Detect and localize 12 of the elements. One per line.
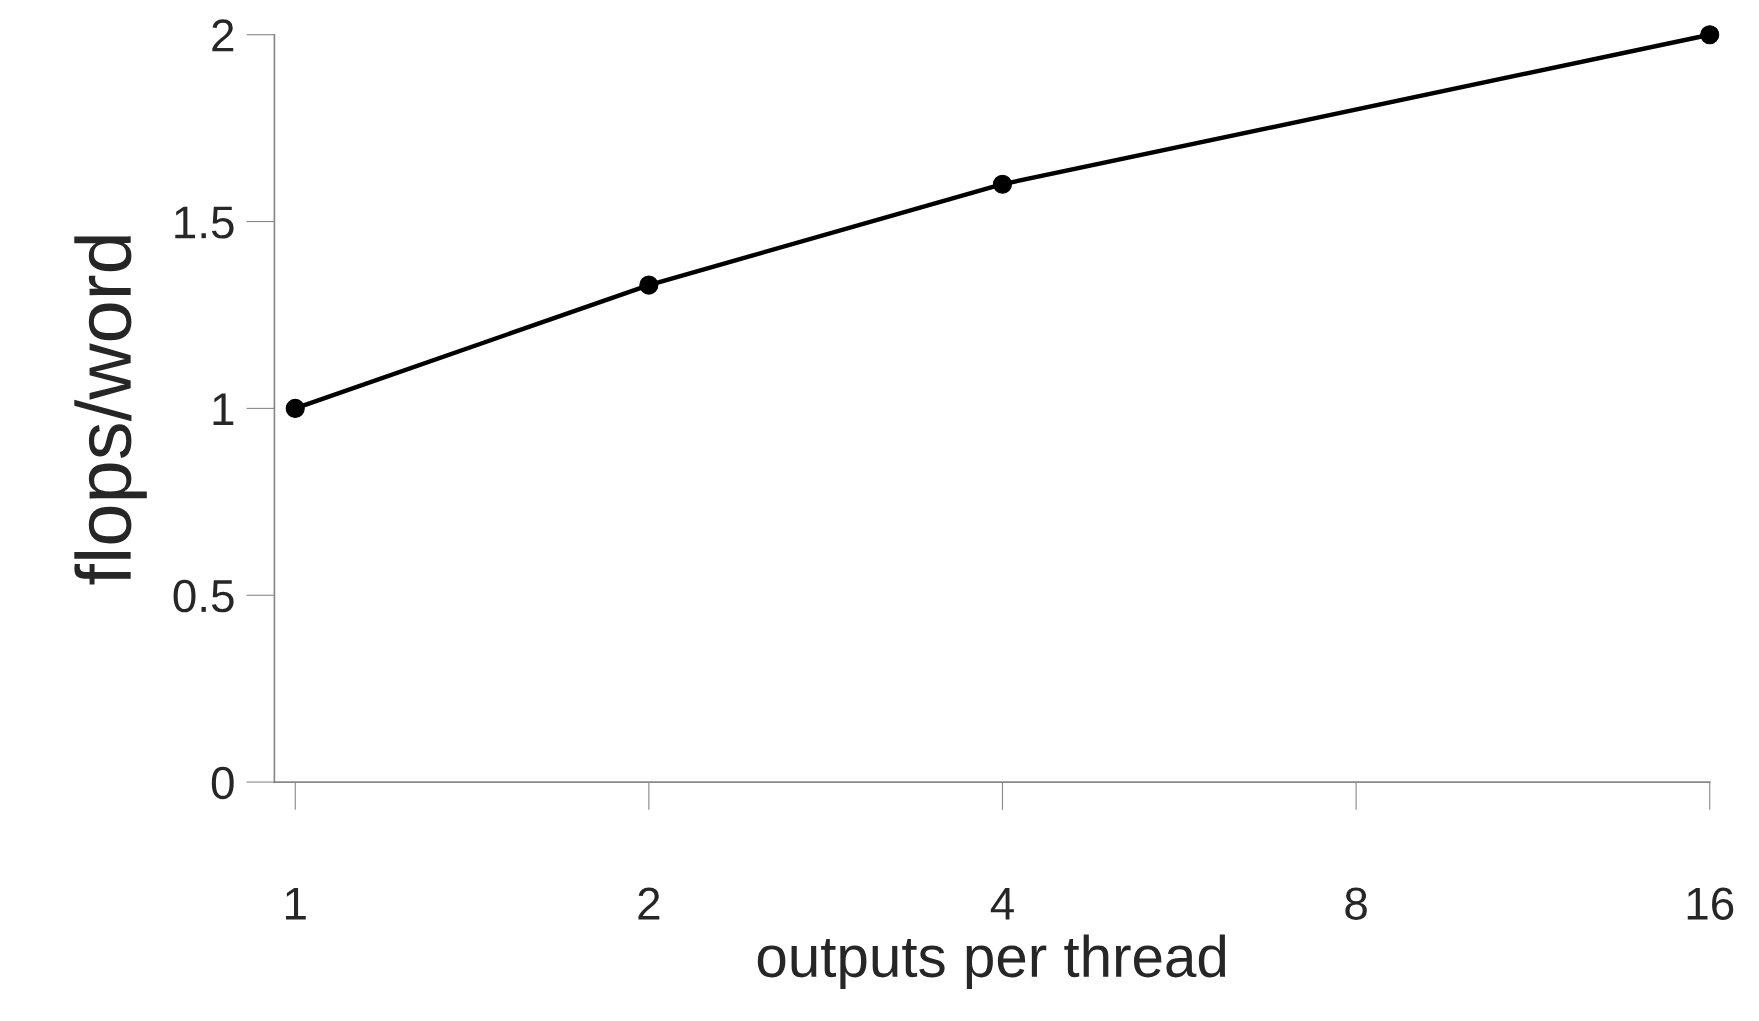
- x-tick-label: 2: [638, 887, 660, 920]
- x-tick-label: 16: [1687, 887, 1734, 920]
- y-tick-label: 1.5: [175, 206, 234, 239]
- y-axis-title: flops/word: [74, 236, 147, 585]
- x-axis-title: outputs per thread: [757, 934, 1226, 989]
- x-tick-label: 1: [285, 887, 306, 920]
- x-tick-label: 8: [1345, 887, 1367, 920]
- y-tick-label: 1: [213, 393, 234, 426]
- x-tick-label: 4: [990, 887, 1014, 920]
- y-tick-label: 0.5: [173, 579, 234, 613]
- y-tick-label: 2: [212, 19, 234, 52]
- y-tick-label: 0: [211, 766, 234, 800]
